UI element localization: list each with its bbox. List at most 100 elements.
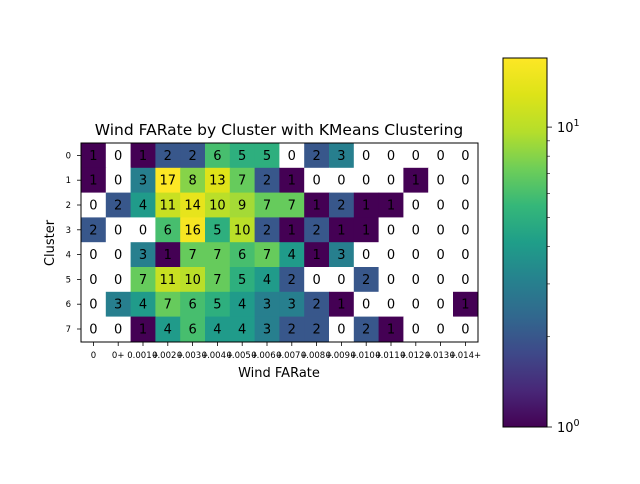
y-tick-label: 1 xyxy=(66,176,71,186)
cell-value-label: 3 xyxy=(114,298,122,313)
heatmap-cell xyxy=(304,143,330,169)
heatmap-cell xyxy=(155,192,181,218)
cell-value-label: 8 xyxy=(188,174,196,189)
heatmap-cell xyxy=(180,217,206,243)
x-tick-label: 0.014+ xyxy=(450,351,481,361)
cell-value-label: 0 xyxy=(412,273,420,288)
cell-value-label: 7 xyxy=(288,199,296,214)
cell-value-label: 0 xyxy=(114,149,122,164)
cell-value-label: 0 xyxy=(114,223,122,238)
cell-value-label: 3 xyxy=(263,298,271,313)
cell-value-label: 0 xyxy=(412,248,420,263)
cell-value-label: 0 xyxy=(89,298,97,313)
x-tick-label: 0.005+ xyxy=(226,351,257,361)
cell-value-label: 2 xyxy=(263,174,271,189)
heatmap-cell xyxy=(180,316,206,342)
heatmap-cell xyxy=(353,242,380,268)
heatmap-cell xyxy=(130,167,156,194)
heatmap-cell xyxy=(329,192,355,218)
cell-value-label: 14 xyxy=(184,199,201,214)
heatmap-cell xyxy=(304,291,330,318)
cell-value-label: 7 xyxy=(213,273,221,288)
cell-value-label: 3 xyxy=(337,248,345,263)
y-tick-label: 7 xyxy=(66,325,71,335)
x-tick-label: 0.009+ xyxy=(326,351,357,361)
cell-value-label: 0 xyxy=(436,273,444,288)
cell-value-label: 1 xyxy=(164,248,172,263)
heatmap-cell xyxy=(304,192,330,218)
heatmap-cell xyxy=(229,192,256,218)
heatmap-cell xyxy=(229,291,256,318)
heatmap-cell xyxy=(155,316,181,342)
heatmap-cell xyxy=(353,316,380,342)
cell-value-label: 4 xyxy=(139,298,147,313)
heatmap-cell xyxy=(279,291,305,318)
cell-value-label: 1 xyxy=(89,174,97,189)
heatmap-cell xyxy=(304,167,330,194)
heatmap-cell xyxy=(378,192,404,218)
heatmap-cell xyxy=(428,143,454,169)
cell-value-label: 0 xyxy=(436,298,444,313)
heatmap-cell xyxy=(353,267,380,293)
cell-value-label: 0 xyxy=(461,223,469,238)
heatmap-cell xyxy=(329,167,355,194)
heatmap-cell xyxy=(130,192,156,218)
y-tick-label: 0 xyxy=(66,151,71,161)
heatmap-cell xyxy=(105,217,132,243)
cell-value-label: 0 xyxy=(412,298,420,313)
heatmap-cell xyxy=(180,167,206,194)
y-tick-label: 5 xyxy=(66,275,71,285)
cell-value-label: 2 xyxy=(312,149,320,164)
heatmap-cell xyxy=(279,143,305,169)
heatmap-cell xyxy=(428,267,454,293)
cell-value-label: 4 xyxy=(213,323,221,338)
heatmap-cell xyxy=(353,167,380,194)
cell-value-label: 2 xyxy=(164,149,172,164)
heatmap-cell xyxy=(205,291,231,318)
cell-value-label: 0 xyxy=(387,273,395,288)
heatmap-cell-labels: 1 0 1 2 2 6 5 5 0 2 3 0 0 0 0 01 0 3 17 8 13 7 2 1 0 0 0 0 1 0 00 2 4 11 1… xyxy=(89,149,469,338)
cell-value-label: 1 xyxy=(312,248,320,263)
heatmap-cell xyxy=(229,167,256,194)
heatmap-cell xyxy=(229,267,256,293)
cell-value-label: 5 xyxy=(238,273,246,288)
heatmap-cell xyxy=(329,242,355,268)
y-tick-label: 6 xyxy=(66,300,71,310)
heatmap-cell xyxy=(254,242,280,268)
cell-value-label: 0 xyxy=(362,174,370,189)
heatmap-cell xyxy=(453,192,479,218)
plot-frame xyxy=(80,142,479,343)
cell-value-label: 2 xyxy=(263,223,271,238)
cell-value-label: 6 xyxy=(188,298,196,313)
heatmap-cell xyxy=(353,217,380,243)
cell-value-label: 0 xyxy=(387,298,395,313)
x-tick-label: 0.004+ xyxy=(202,351,233,361)
cell-value-label: 6 xyxy=(238,248,246,263)
heatmap-cell xyxy=(229,242,256,268)
cell-value-label: 0 xyxy=(436,223,444,238)
cell-value-label: 6 xyxy=(188,323,196,338)
x-tick-label: 0.011+ xyxy=(375,351,406,361)
cell-value-label: 1 xyxy=(288,174,296,189)
cell-value-label: 0 xyxy=(114,323,122,338)
cell-value-label: 0 xyxy=(312,273,320,288)
heatmap-cell xyxy=(105,167,132,194)
cell-value-label: 0 xyxy=(412,149,420,164)
colorbar-tick-label: 101 xyxy=(557,118,580,136)
cell-value-label: 3 xyxy=(288,298,296,313)
cell-value-label: 7 xyxy=(263,199,271,214)
y-axis-label: Cluster xyxy=(43,219,58,266)
heatmap-cell xyxy=(180,291,206,318)
cell-value-label: 2 xyxy=(312,298,320,313)
heatmap-cell xyxy=(180,192,206,218)
heatmap-cell xyxy=(279,217,305,243)
heatmap-cell xyxy=(254,192,280,218)
heatmap-cell xyxy=(353,192,380,218)
x-tick-label: 0.012+ xyxy=(400,351,431,361)
heatmap-cell xyxy=(378,143,404,169)
cell-value-label: 11 xyxy=(160,273,177,288)
cell-value-label: 0 xyxy=(114,174,122,189)
heatmap-cell xyxy=(279,192,305,218)
cell-value-label: 0 xyxy=(461,199,469,214)
